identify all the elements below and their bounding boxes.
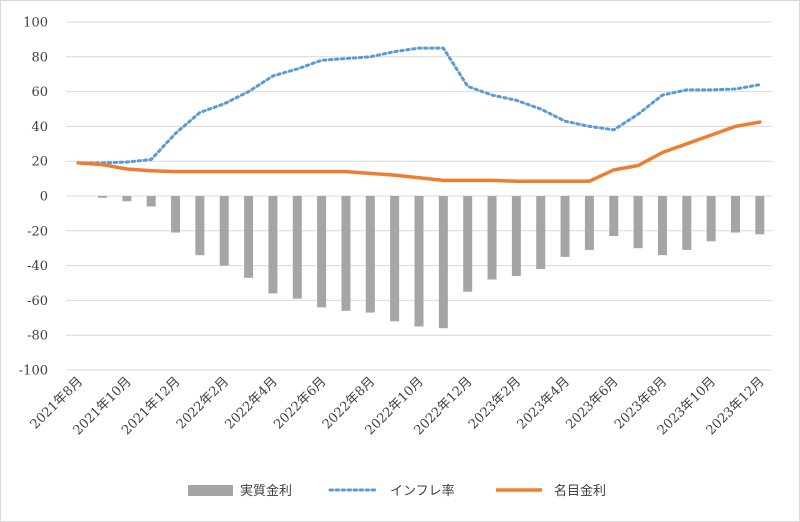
y-tick-label: 60 xyxy=(31,85,48,100)
bar-real-rate xyxy=(122,196,132,202)
line-inflation xyxy=(76,46,762,165)
y-tick-label: -60 xyxy=(27,294,48,309)
legend-label-inflation: インフレ率 xyxy=(390,483,455,499)
y-tick-label: 100 xyxy=(23,16,48,31)
y-tick-label: -100 xyxy=(19,364,48,379)
bar-real-rate xyxy=(438,196,448,329)
legend-label-nominal-rate: 名目金利 xyxy=(554,483,606,499)
bar-real-rate xyxy=(536,196,546,270)
bar-real-rate xyxy=(609,196,619,237)
bar-series xyxy=(73,196,765,329)
y-tick-label: 20 xyxy=(31,155,48,170)
line-nominal-rate xyxy=(76,120,762,183)
line-series xyxy=(76,46,762,183)
bar-real-rate xyxy=(341,196,351,311)
bar-real-rate xyxy=(365,196,375,313)
legend-swatch-real-rate xyxy=(188,485,233,496)
y-tick-label: -40 xyxy=(27,259,48,274)
bar-real-rate xyxy=(755,196,765,235)
y-tick-label: -80 xyxy=(27,329,48,344)
bar-real-rate xyxy=(730,196,740,233)
y-tick-label: 80 xyxy=(31,50,48,65)
bar-real-rate xyxy=(463,196,473,292)
bar-real-rate xyxy=(317,196,327,308)
bar-real-rate xyxy=(511,196,521,277)
legend-label-real-rate: 実質金利 xyxy=(240,483,292,499)
y-axis: 100 80 60 40 20 0 -20 -40 -60 -80 -100 xyxy=(19,16,48,379)
y-tick-label: 0 xyxy=(40,190,48,205)
bar-real-rate xyxy=(98,196,108,198)
bar-real-rate xyxy=(414,196,424,327)
bar-real-rate xyxy=(195,196,205,256)
bar-real-rate xyxy=(706,196,716,242)
bar-real-rate xyxy=(487,196,497,280)
x-axis: 2021年8月2021年10月2021年12月2022年2月2022年4月202… xyxy=(28,374,768,438)
bar-real-rate xyxy=(390,196,400,322)
bar-real-rate xyxy=(682,196,692,250)
bar-real-rate xyxy=(584,196,594,250)
bar-real-rate xyxy=(219,196,229,266)
bar-real-rate xyxy=(244,196,254,278)
y-tick-label: -20 xyxy=(27,224,48,239)
bar-real-rate xyxy=(268,196,278,294)
legend: 実質金利 インフレ率 名目金利 xyxy=(188,483,606,499)
bar-real-rate xyxy=(171,196,181,233)
bar-real-rate xyxy=(146,196,156,207)
y-tick-label: 40 xyxy=(31,120,48,135)
bar-real-rate xyxy=(560,196,570,257)
bar-real-rate xyxy=(292,196,302,299)
bar-real-rate xyxy=(657,196,667,256)
bar-real-rate xyxy=(633,196,643,249)
